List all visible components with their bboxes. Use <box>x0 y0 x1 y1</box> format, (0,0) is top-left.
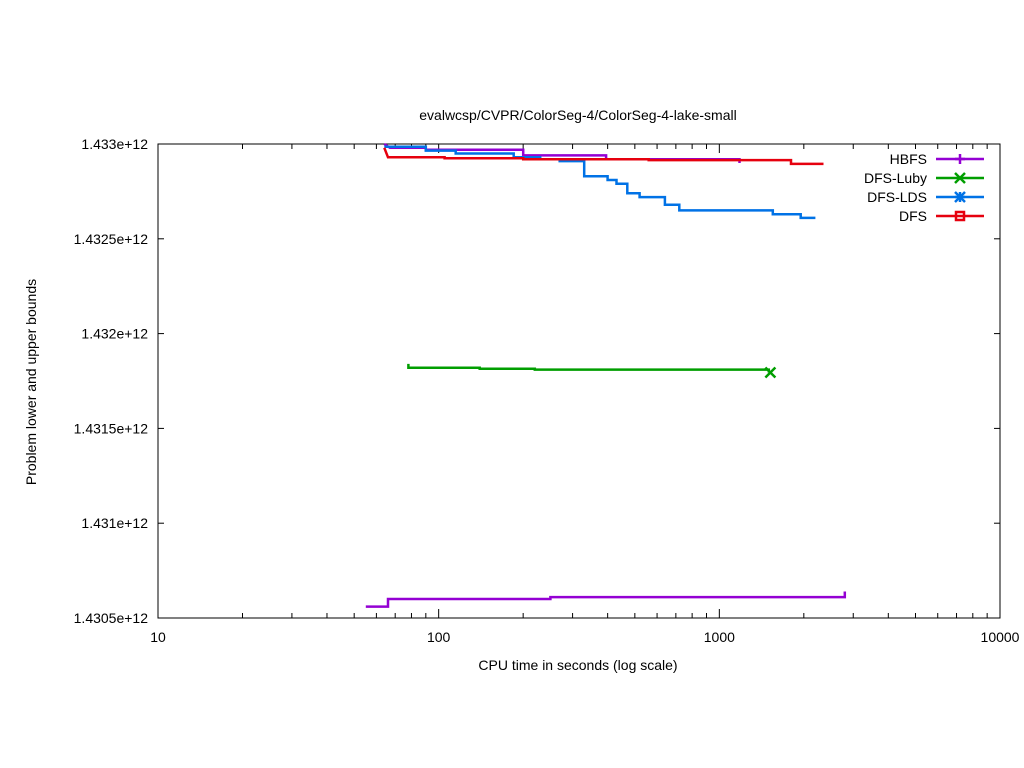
x-tick-label: 10 <box>150 629 166 645</box>
series-line-hbfs <box>365 591 847 608</box>
plot-frame <box>157 143 1001 619</box>
x-tick-label: 10000 <box>981 629 1020 645</box>
legend-label: DFS <box>899 208 927 224</box>
x-tick-label: 1000 <box>704 629 735 645</box>
marker-stroke <box>954 172 966 184</box>
series-line-dfs-lds <box>384 145 816 220</box>
legend: HBFS DFS-Luby DFS-LDS DFS <box>864 151 984 224</box>
legend-item-dfs-luby: DFS-Luby <box>864 170 984 186</box>
y-tick-label: 1.431e+12 <box>81 515 148 531</box>
y-tick-label: 1.432e+12 <box>81 326 148 342</box>
y-axis-label: Problem lower and upper bounds <box>23 279 39 485</box>
y-tick-label: 1.4305e+12 <box>74 610 149 626</box>
x-tick-label: 100 <box>427 629 451 645</box>
series-line-dfs <box>383 147 824 166</box>
legend-marker <box>954 191 966 203</box>
y-tick-label: 1.4315e+12 <box>74 420 149 436</box>
marker-stroke <box>764 366 777 379</box>
data-point-dfs-luby <box>764 366 777 379</box>
legend-item-dfs: DFS <box>899 208 984 224</box>
series-line-dfs-luby <box>407 363 771 373</box>
legend-label: DFS-LDS <box>867 189 927 205</box>
legend-item-hbfs: HBFS <box>890 151 984 167</box>
chart-title: evalwcsp/CVPR/ColorSeg-4/ColorSeg-4-lake… <box>419 107 736 123</box>
legend-item-dfs-lds: DFS-LDS <box>867 189 984 205</box>
plot-lines <box>365 142 847 608</box>
legend-label: HBFS <box>890 151 927 167</box>
y-tick-label: 1.433e+12 <box>81 136 148 152</box>
legend-marker <box>955 154 965 164</box>
legend-marker <box>954 210 966 222</box>
legend-label: DFS-Luby <box>864 170 927 186</box>
x-axis-label: CPU time in seconds (log scale) <box>478 657 677 673</box>
marker-stroke <box>954 191 966 203</box>
y-tick-label: 1.4325e+12 <box>74 231 149 247</box>
plot-axes: 1.4305e+12 1.431e+12 1.4315e+12 1.432e+12 1.… <box>74 136 1020 645</box>
legend-marker <box>954 172 966 184</box>
marker-stroke <box>954 210 966 222</box>
